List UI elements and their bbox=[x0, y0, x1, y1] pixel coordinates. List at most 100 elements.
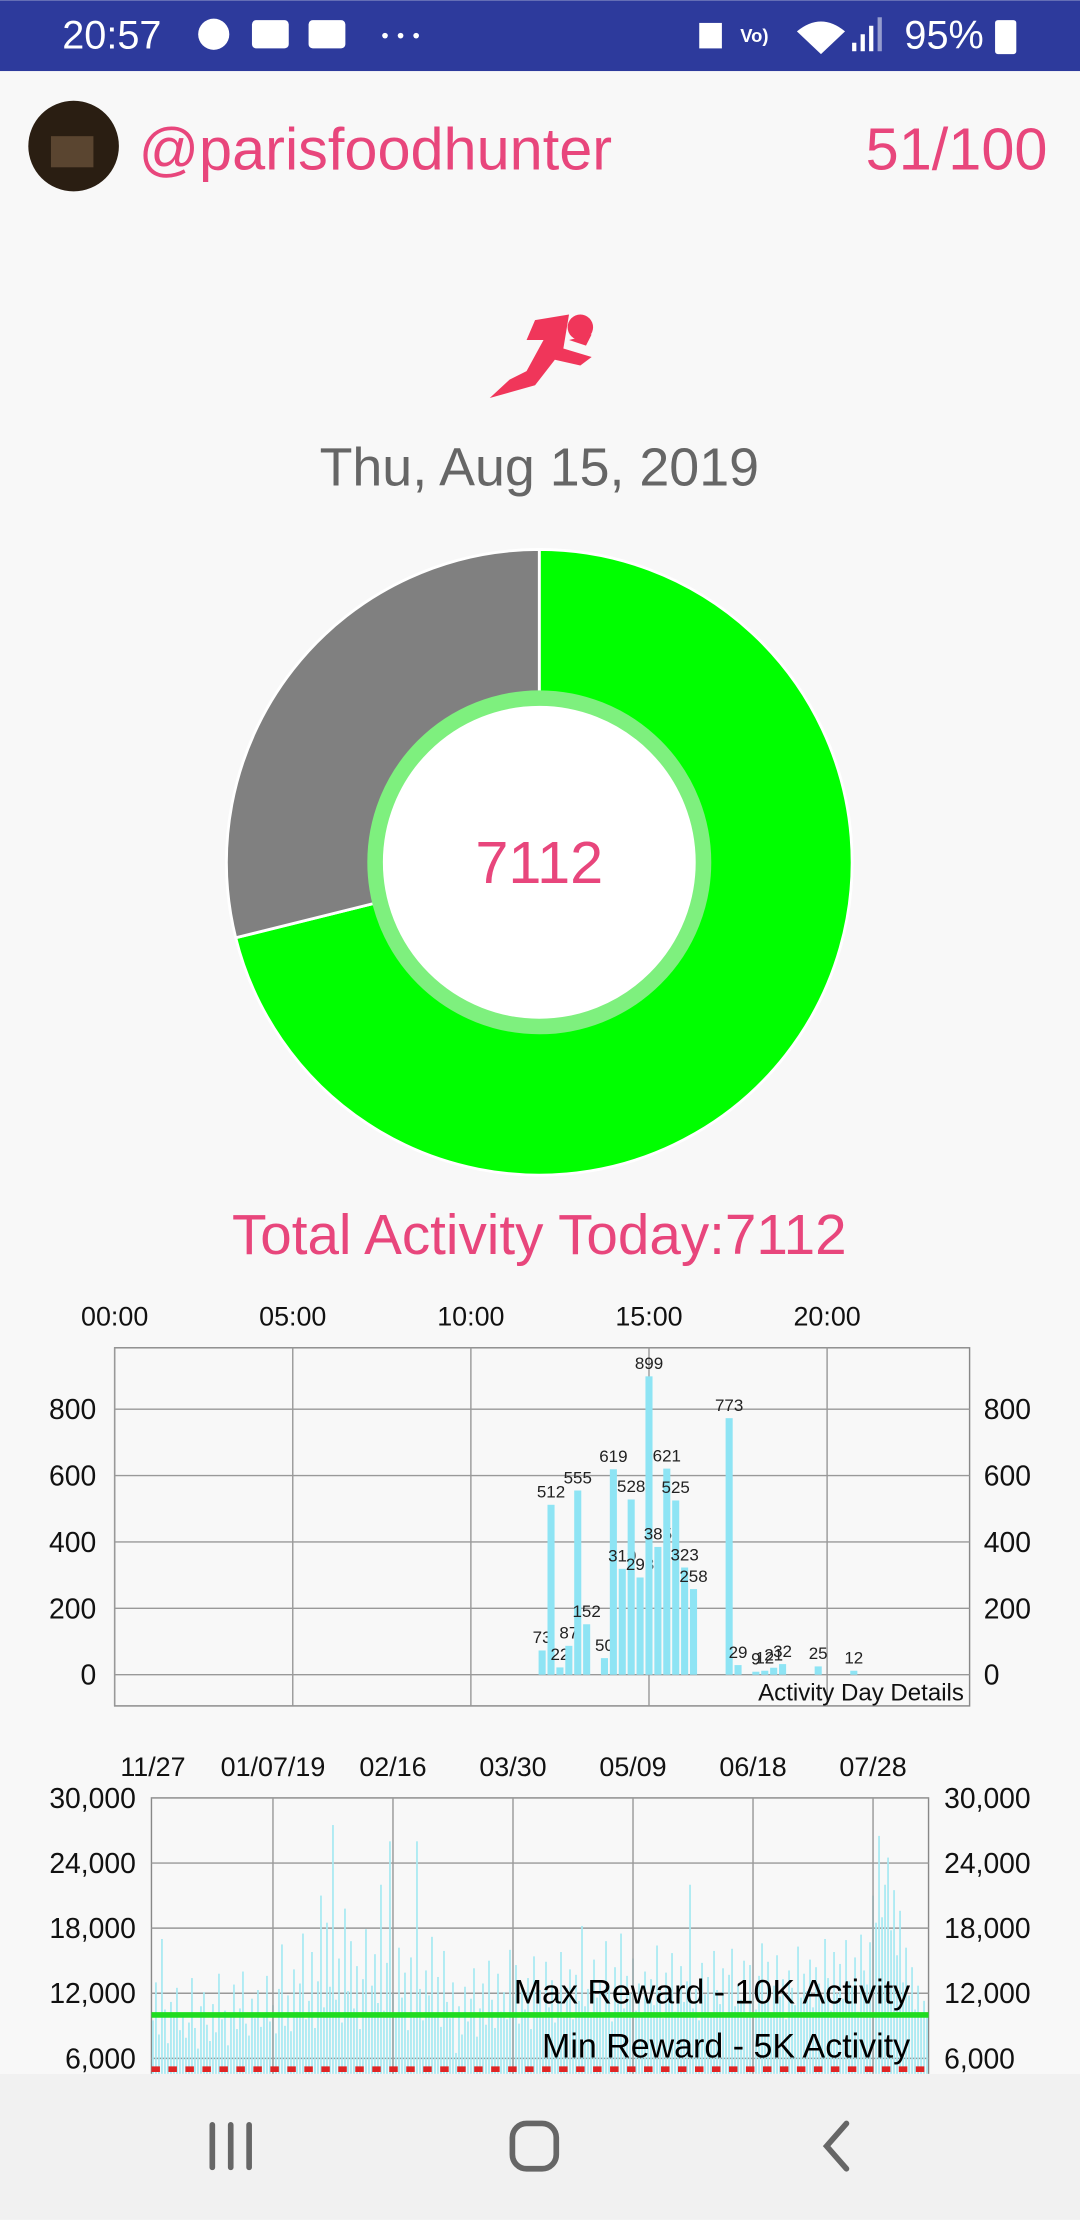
bar bbox=[242, 1971, 244, 2074]
bar bbox=[161, 1938, 163, 2074]
bar bbox=[653, 2005, 655, 2074]
bar bbox=[209, 2040, 211, 2074]
bar bbox=[551, 1980, 553, 2074]
bar bbox=[239, 2008, 241, 2074]
bar bbox=[851, 1986, 853, 2074]
x-tick-label: 10:00 bbox=[437, 1302, 504, 1332]
bar bbox=[356, 1966, 358, 2074]
bar bbox=[290, 2031, 292, 2074]
bar bbox=[881, 1917, 883, 2074]
status-icons: Vo) bbox=[198, 17, 1017, 55]
bar bbox=[200, 2006, 202, 2074]
data-label: 512 bbox=[537, 1483, 565, 1502]
bar bbox=[737, 1984, 739, 2074]
bar bbox=[164, 2009, 166, 2074]
x-tick-label: 00:00 bbox=[81, 1302, 148, 1332]
bar bbox=[815, 1967, 817, 2074]
bar bbox=[547, 1504, 555, 1675]
bar bbox=[647, 1998, 649, 2074]
bar bbox=[359, 2029, 361, 2074]
bar bbox=[695, 1988, 697, 2074]
bar bbox=[320, 1895, 322, 2074]
bar bbox=[842, 1998, 844, 2074]
bar bbox=[566, 1987, 568, 2074]
bar bbox=[869, 1942, 871, 2074]
bar bbox=[515, 1965, 517, 2074]
bar bbox=[251, 1998, 253, 2074]
bar bbox=[536, 2004, 538, 2074]
bar bbox=[527, 1978, 529, 2074]
bar bbox=[755, 2009, 757, 2074]
bar bbox=[326, 1922, 328, 2074]
username[interactable]: @parisfoodhunter bbox=[139, 115, 612, 182]
bar bbox=[170, 2001, 172, 2074]
bar bbox=[455, 2052, 457, 2074]
nav-home[interactable] bbox=[509, 2120, 560, 2172]
data-label: 22 bbox=[550, 1645, 569, 1664]
bar bbox=[470, 1998, 472, 2074]
data-label: 12 bbox=[755, 1648, 774, 1667]
bar bbox=[672, 1500, 680, 1675]
bar bbox=[893, 1890, 895, 2074]
bar bbox=[878, 1835, 880, 2074]
x-tick-label: 05:00 bbox=[259, 1302, 326, 1332]
bar bbox=[179, 2030, 181, 2074]
bar bbox=[611, 2021, 613, 2074]
status-time: 20:57 bbox=[62, 14, 161, 58]
bar bbox=[767, 1961, 769, 2074]
bar bbox=[233, 1984, 235, 2074]
bar bbox=[779, 1996, 781, 2074]
bar bbox=[371, 1985, 373, 2074]
y2-tick-label: 0 bbox=[984, 1659, 1000, 1691]
bar bbox=[344, 1908, 346, 2074]
bar bbox=[395, 2017, 397, 2074]
bar bbox=[587, 1988, 589, 2074]
bar bbox=[440, 2026, 442, 2074]
bar bbox=[458, 2006, 460, 2074]
nav-back[interactable] bbox=[822, 2120, 850, 2172]
data-label: 25 bbox=[809, 1644, 828, 1663]
donut-center-label: 7112 bbox=[475, 829, 603, 896]
bar bbox=[803, 1973, 805, 2074]
bar bbox=[797, 1946, 799, 2074]
bar bbox=[689, 1884, 691, 2074]
bar bbox=[416, 1841, 418, 2074]
data-label: 619 bbox=[599, 1447, 627, 1466]
bar bbox=[618, 1568, 626, 1675]
bar bbox=[509, 1949, 511, 2074]
status-bar bbox=[0, 0, 1080, 72]
bar bbox=[398, 1947, 400, 2074]
bar bbox=[824, 1938, 826, 2074]
bar bbox=[722, 1968, 724, 2074]
bar bbox=[764, 2000, 766, 2074]
bar bbox=[836, 1993, 838, 2074]
bar bbox=[650, 1979, 652, 2074]
bar bbox=[500, 2011, 502, 2074]
donut-center bbox=[383, 706, 695, 1018]
bar bbox=[920, 2017, 922, 2074]
bar bbox=[467, 2021, 469, 2074]
svg-text:Vo): Vo) bbox=[740, 25, 768, 46]
bar bbox=[857, 2011, 859, 2074]
x-tick-label: 11/27 bbox=[120, 1752, 185, 1782]
bar bbox=[332, 1825, 334, 2074]
nav-bar bbox=[0, 2073, 1080, 2220]
data-label: 32 bbox=[773, 1642, 792, 1661]
bar bbox=[335, 1999, 337, 2074]
x-tick-label: 06/18 bbox=[719, 1752, 786, 1782]
bar bbox=[524, 2009, 526, 2074]
bar bbox=[269, 2021, 271, 2074]
bar bbox=[257, 1989, 259, 2074]
bar bbox=[461, 2034, 463, 2074]
bar bbox=[263, 2013, 265, 2074]
bar bbox=[212, 2004, 214, 2074]
bar bbox=[194, 2027, 196, 2074]
bar bbox=[578, 2000, 580, 2074]
bar bbox=[905, 1947, 907, 2074]
y-tick-label: 800 bbox=[49, 1393, 96, 1425]
bar bbox=[176, 1987, 178, 2074]
bar bbox=[407, 2030, 409, 2074]
bar bbox=[839, 1963, 841, 2074]
bar bbox=[188, 2022, 190, 2074]
